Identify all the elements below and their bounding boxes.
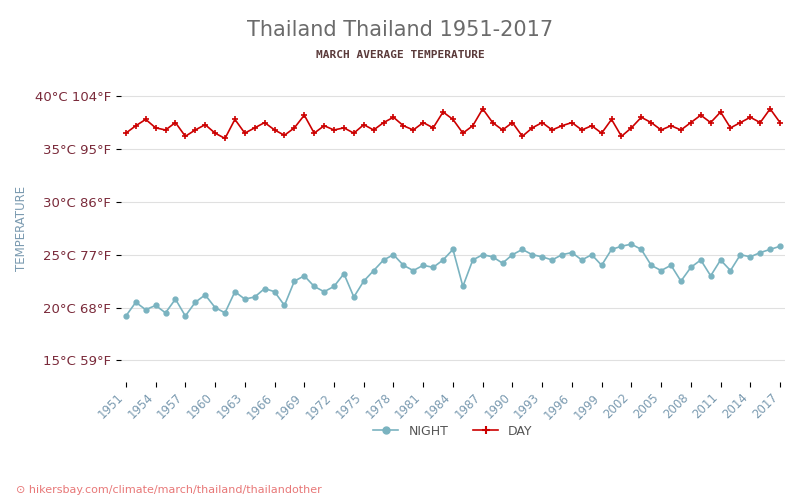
Legend: NIGHT, DAY: NIGHT, DAY bbox=[368, 420, 538, 442]
Text: ⊙ hikersbay.com/climate/march/thailand/thailandother: ⊙ hikersbay.com/climate/march/thailand/t… bbox=[16, 485, 322, 495]
Y-axis label: TEMPERATURE: TEMPERATURE bbox=[15, 186, 28, 271]
Text: Thailand Thailand 1951-2017: Thailand Thailand 1951-2017 bbox=[247, 20, 553, 40]
Text: MARCH AVERAGE TEMPERATURE: MARCH AVERAGE TEMPERATURE bbox=[316, 50, 484, 60]
